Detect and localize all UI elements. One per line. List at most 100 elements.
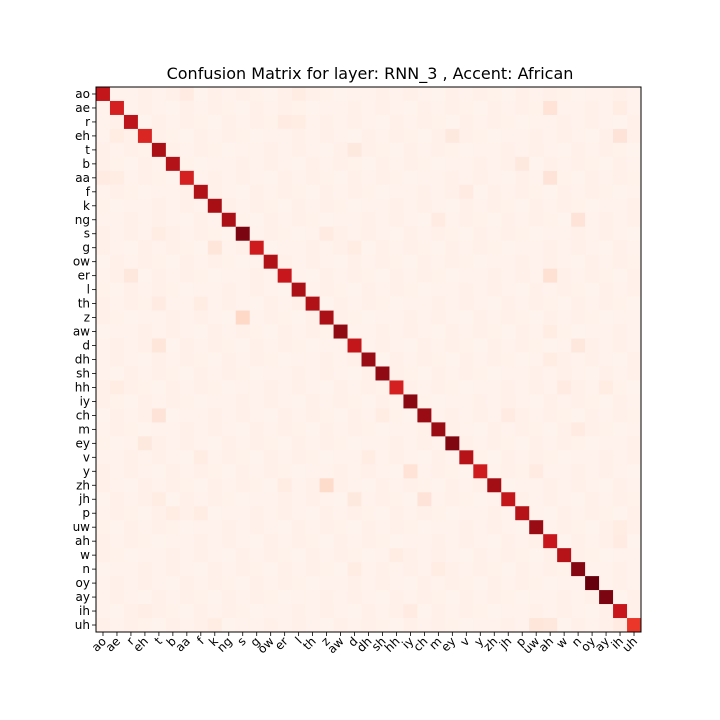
matrix-cell — [627, 506, 642, 521]
matrix-cell — [599, 576, 614, 591]
matrix-cell — [179, 618, 195, 633]
matrix-cell — [473, 548, 488, 563]
matrix-cell — [221, 380, 237, 395]
matrix-cell — [151, 114, 167, 130]
matrix-cell — [165, 618, 181, 633]
matrix-cell — [96, 156, 111, 172]
matrix-cell — [529, 212, 544, 228]
matrix-cell — [277, 142, 293, 158]
matrix-cell — [249, 408, 265, 423]
matrix-cell — [221, 422, 237, 437]
matrix-cell — [179, 87, 195, 102]
matrix-cell — [627, 436, 642, 451]
matrix-cell — [417, 226, 432, 242]
matrix-cell — [347, 156, 362, 172]
matrix-cell — [487, 576, 502, 591]
matrix-cell — [193, 590, 209, 605]
matrix-cell — [96, 394, 111, 409]
matrix-cell — [445, 296, 460, 311]
matrix-cell — [235, 450, 251, 465]
matrix-cell — [347, 436, 362, 451]
matrix-cell — [459, 436, 474, 451]
matrix-cell — [305, 254, 320, 270]
matrix-cell — [445, 618, 460, 633]
matrix-cell — [193, 576, 209, 591]
matrix-cell — [375, 562, 390, 577]
matrix-cell — [263, 590, 279, 605]
matrix-cell — [263, 268, 279, 284]
matrix-cell — [515, 408, 530, 423]
matrix-cell — [529, 114, 544, 130]
y-tick-label: y — [83, 464, 90, 478]
matrix-cell — [263, 282, 279, 298]
y-tick-label: v — [83, 450, 90, 464]
matrix-cell — [361, 240, 376, 256]
matrix-cell — [571, 296, 586, 311]
matrix-cell — [487, 520, 502, 535]
matrix-cell — [123, 114, 139, 130]
matrix-cell — [473, 464, 488, 479]
matrix-cell — [235, 198, 251, 214]
matrix-cell — [445, 128, 460, 144]
matrix-cell — [389, 324, 404, 339]
matrix-cell — [417, 618, 432, 633]
matrix-cell — [389, 492, 404, 507]
matrix-cell — [375, 170, 390, 186]
matrix-cell — [207, 296, 223, 311]
matrix-cell — [431, 506, 446, 521]
matrix-cell — [375, 422, 390, 437]
matrix-cell — [165, 128, 181, 144]
matrix-cell — [375, 240, 390, 256]
matrix-cell — [375, 618, 390, 633]
matrix-cell — [249, 478, 265, 493]
matrix-cell — [571, 492, 586, 507]
matrix-cell — [333, 254, 348, 270]
matrix-cell — [543, 366, 558, 381]
matrix-cell — [459, 576, 474, 591]
matrix-cell — [123, 492, 139, 507]
matrix-cell — [137, 226, 153, 242]
matrix-cell — [109, 240, 125, 256]
matrix-cell — [501, 310, 516, 325]
matrix-cell — [277, 310, 293, 325]
matrix-cell — [319, 268, 334, 284]
matrix-cell — [417, 87, 432, 102]
matrix-cell — [291, 212, 307, 228]
matrix-cell — [305, 296, 320, 311]
matrix-cell — [557, 408, 572, 423]
heatmap-cells — [96, 87, 642, 633]
matrix-cell — [193, 128, 209, 144]
matrix-cell — [165, 226, 181, 242]
matrix-cell — [431, 450, 446, 465]
matrix-cell — [613, 450, 628, 465]
matrix-cell — [123, 282, 139, 298]
matrix-cell — [333, 492, 348, 507]
matrix-cell — [109, 380, 125, 395]
matrix-cell — [263, 310, 279, 325]
matrix-cell — [179, 366, 195, 381]
matrix-cell — [319, 254, 334, 270]
matrix-cell — [501, 352, 516, 367]
matrix-cell — [96, 534, 111, 549]
matrix-cell — [487, 478, 502, 493]
matrix-cell — [263, 324, 279, 339]
matrix-cell — [501, 562, 516, 577]
matrix-cell — [291, 338, 307, 353]
matrix-cell — [249, 520, 265, 535]
matrix-cell — [207, 590, 223, 605]
matrix-cell — [375, 380, 390, 395]
matrix-cell — [375, 450, 390, 465]
matrix-cell — [96, 492, 111, 507]
matrix-cell — [333, 156, 348, 172]
matrix-cell — [389, 296, 404, 311]
matrix-cell — [389, 254, 404, 270]
matrix-cell — [473, 310, 488, 325]
matrix-cell — [235, 324, 251, 339]
matrix-cell — [319, 408, 334, 423]
matrix-cell — [361, 506, 376, 521]
matrix-cell — [347, 114, 362, 130]
matrix-cell — [613, 548, 628, 563]
matrix-cell — [459, 618, 474, 633]
matrix-cell — [445, 436, 460, 451]
matrix-cell — [515, 352, 530, 367]
